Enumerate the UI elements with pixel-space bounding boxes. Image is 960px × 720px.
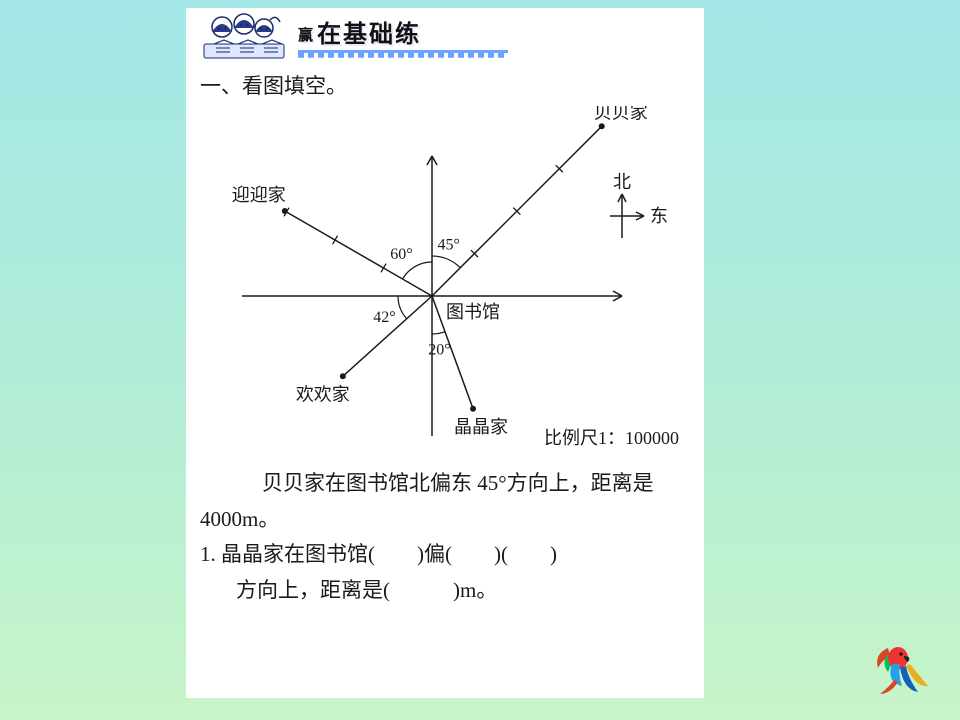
svg-text:东: 东 [650, 206, 668, 226]
page-header: 赢在基础练 [186, 8, 704, 66]
q1-blank-2[interactable] [452, 542, 494, 566]
q1-text-e: 方向上，距离是( [236, 578, 390, 602]
svg-text:晶晶家: 晶晶家 [454, 417, 508, 437]
q1-text-a: 晶晶家在图书馆( [216, 542, 375, 566]
banner-underline [298, 50, 508, 53]
svg-text:图书馆: 图书馆 [446, 302, 500, 322]
svg-text:迎迎家: 迎迎家 [232, 185, 286, 205]
q1-blank-4[interactable] [390, 578, 453, 602]
q1-text-c: )( [494, 542, 508, 566]
intro-line-2: 4000m。 [186, 502, 704, 538]
svg-text:贝贝家: 贝贝家 [594, 106, 648, 122]
svg-text:比例尺1：100000: 比例尺1：100000 [544, 428, 679, 448]
question-number: 1. [200, 542, 216, 566]
q1-text-d: ) [550, 542, 557, 566]
question-1: 1. 晶晶家在图书馆( )偏( )( ) [186, 537, 704, 573]
parrot-icon [868, 638, 932, 698]
svg-text:20°: 20° [428, 341, 450, 358]
intro-line-1: 贝贝家在图书馆北偏东 45°方向上，距离是 [186, 466, 704, 502]
q1-blank-3[interactable] [508, 542, 550, 566]
banner-main: 在基础练 [317, 21, 421, 48]
svg-text:北: 北 [613, 172, 631, 192]
question-1-line-2: 方向上，距离是( )m。 [186, 573, 704, 609]
q1-blank-1[interactable] [375, 542, 417, 566]
section-title: 一、看图填空。 [200, 70, 704, 100]
banner-small: 赢 [298, 27, 315, 44]
svg-text:欢欢家: 欢欢家 [296, 384, 350, 404]
cartoon-children-icon [194, 10, 294, 64]
svg-text:60°: 60° [390, 246, 412, 263]
direction-diagram: 贝贝家迎迎家欢欢家晶晶家 45° 60° 42° 20° 图书馆 北东比例尺1：100000 [194, 106, 694, 466]
q1-text-f: )m。 [453, 578, 497, 602]
svg-text:42°: 42° [373, 309, 395, 326]
svg-text:45°: 45° [437, 237, 459, 254]
banner: 赢在基础练 [298, 14, 508, 60]
banner-waves-icon [298, 53, 508, 61]
worksheet-page: 赢在基础练 一、看图填空。 贝贝家迎迎家欢欢家晶晶家 45° 60° 42° 20° 图书… [186, 8, 704, 698]
q1-text-b: )偏( [417, 542, 452, 566]
banner-title: 赢在基础练 [298, 14, 508, 49]
